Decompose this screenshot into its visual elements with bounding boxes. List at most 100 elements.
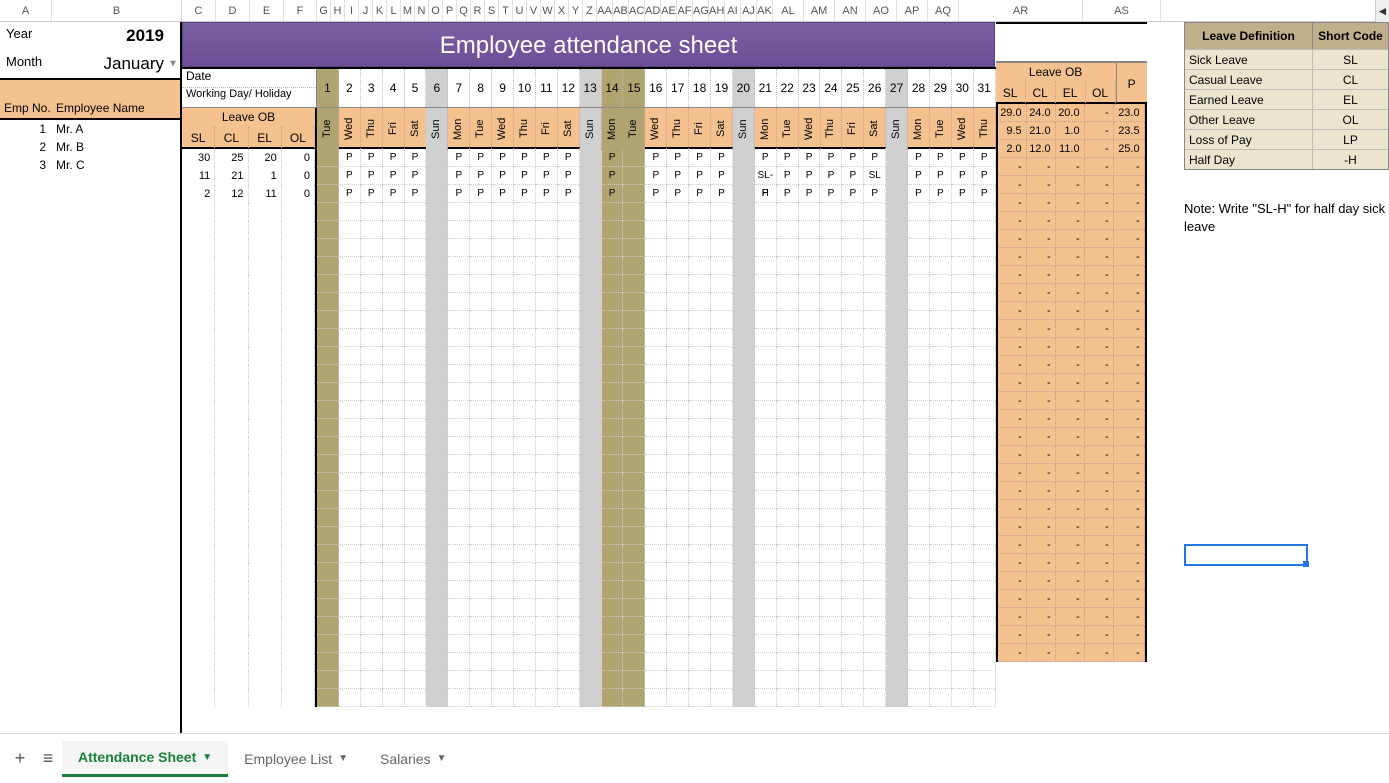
attendance-cell[interactable] <box>864 383 886 401</box>
attendance-cell[interactable] <box>383 491 405 509</box>
attendance-cell[interactable] <box>492 581 514 599</box>
attendance-cell[interactable] <box>777 401 799 419</box>
attendance-cell[interactable] <box>974 509 996 527</box>
attendance-cell[interactable] <box>645 671 667 689</box>
attendance-cell[interactable] <box>339 221 361 239</box>
attendance-cell[interactable] <box>755 203 777 221</box>
attendance-cell[interactable] <box>777 545 799 563</box>
attendance-cell[interactable] <box>383 257 405 275</box>
summary-cell[interactable]: - <box>1085 266 1114 284</box>
attendance-cell[interactable] <box>908 239 930 257</box>
day-number[interactable]: 20 <box>733 69 755 107</box>
attendance-cell[interactable] <box>864 689 886 707</box>
attendance-cell[interactable] <box>733 203 755 221</box>
attendance-cell[interactable] <box>755 491 777 509</box>
attendance-cell[interactable]: P <box>711 167 733 185</box>
all-sheets-button[interactable]: ≡ <box>34 745 62 773</box>
attendance-cell[interactable] <box>864 257 886 275</box>
attendance-cell[interactable] <box>645 383 667 401</box>
attendance-cell[interactable] <box>733 329 755 347</box>
attendance-cell[interactable] <box>952 239 974 257</box>
year-value[interactable]: 2019 <box>52 22 182 50</box>
summary-cell[interactable]: - <box>1085 302 1114 320</box>
attendance-cell[interactable] <box>952 275 974 293</box>
attendance-cell[interactable] <box>602 653 624 671</box>
attendance-cell[interactable] <box>820 545 842 563</box>
attendance-cell[interactable] <box>777 509 799 527</box>
attendance-cell[interactable]: P <box>602 167 624 185</box>
attendance-cell[interactable] <box>580 671 602 689</box>
attendance-cell[interactable] <box>842 599 864 617</box>
col-header[interactable]: J <box>359 0 373 21</box>
summary-cell[interactable]: - <box>1085 500 1114 518</box>
day-number[interactable]: 4 <box>383 69 405 107</box>
attendance-cell[interactable] <box>470 527 492 545</box>
attendance-cell[interactable] <box>536 401 558 419</box>
summary-cell[interactable]: - <box>998 356 1027 374</box>
attendance-cell[interactable] <box>864 437 886 455</box>
attendance-cell[interactable] <box>908 653 930 671</box>
day-number[interactable]: 31 <box>974 69 996 107</box>
summary-cell[interactable]: - <box>998 392 1027 410</box>
attendance-cell[interactable] <box>908 563 930 581</box>
ob-cell[interactable] <box>282 401 315 419</box>
summary-cell[interactable]: - <box>1027 248 1056 266</box>
attendance-cell[interactable] <box>448 239 470 257</box>
day-number[interactable]: 30 <box>952 69 974 107</box>
col-header[interactable]: AM <box>804 0 835 21</box>
attendance-cell[interactable] <box>580 509 602 527</box>
attendance-cell[interactable] <box>755 581 777 599</box>
attendance-cell[interactable] <box>930 293 952 311</box>
attendance-cell[interactable] <box>930 545 952 563</box>
attendance-cell[interactable] <box>733 671 755 689</box>
attendance-cell[interactable] <box>558 383 580 401</box>
attendance-cell[interactable] <box>842 563 864 581</box>
attendance-cell[interactable] <box>886 185 908 203</box>
col-header[interactable]: AR <box>959 0 1083 21</box>
summary-cell[interactable]: - <box>1056 410 1085 428</box>
summary-cell[interactable]: - <box>1114 284 1145 302</box>
attendance-cell[interactable] <box>733 257 755 275</box>
attendance-cell[interactable] <box>864 581 886 599</box>
ob-cell[interactable] <box>215 527 248 545</box>
ob-cell[interactable] <box>249 239 282 257</box>
summary-cell[interactable]: - <box>1085 122 1114 140</box>
attendance-cell[interactable] <box>886 419 908 437</box>
attendance-cell[interactable] <box>426 221 448 239</box>
ob-cell[interactable] <box>249 293 282 311</box>
ob-cell[interactable] <box>249 329 282 347</box>
attendance-cell[interactable] <box>514 527 536 545</box>
attendance-cell[interactable] <box>623 545 645 563</box>
attendance-cell[interactable] <box>667 635 689 653</box>
attendance-cell[interactable] <box>514 509 536 527</box>
attendance-cell[interactable] <box>820 347 842 365</box>
day-number[interactable]: 21 <box>755 69 777 107</box>
ob-cell[interactable] <box>282 527 315 545</box>
attendance-cell[interactable] <box>820 239 842 257</box>
ob-cell[interactable] <box>215 599 248 617</box>
attendance-cell[interactable] <box>908 455 930 473</box>
attendance-cell[interactable] <box>623 635 645 653</box>
attendance-cell[interactable] <box>886 581 908 599</box>
attendance-cell[interactable] <box>842 311 864 329</box>
attendance-cell[interactable] <box>864 563 886 581</box>
attendance-cell[interactable] <box>448 455 470 473</box>
attendance-cell[interactable] <box>777 581 799 599</box>
summary-cell[interactable]: - <box>1114 464 1145 482</box>
attendance-cell[interactable] <box>820 221 842 239</box>
attendance-cell[interactable] <box>842 221 864 239</box>
ob-cell[interactable] <box>182 239 215 257</box>
attendance-cell[interactable] <box>492 365 514 383</box>
attendance-cell[interactable] <box>733 527 755 545</box>
attendance-cell[interactable] <box>842 383 864 401</box>
attendance-cell[interactable] <box>777 329 799 347</box>
attendance-cell[interactable] <box>339 689 361 707</box>
attendance-cell[interactable] <box>405 437 427 455</box>
attendance-cell[interactable] <box>842 257 864 275</box>
attendance-cell[interactable] <box>514 599 536 617</box>
attendance-cell[interactable]: P <box>974 185 996 203</box>
attendance-cell[interactable]: P <box>383 167 405 185</box>
attendance-cell[interactable] <box>405 563 427 581</box>
attendance-cell[interactable] <box>448 311 470 329</box>
attendance-cell[interactable] <box>426 257 448 275</box>
